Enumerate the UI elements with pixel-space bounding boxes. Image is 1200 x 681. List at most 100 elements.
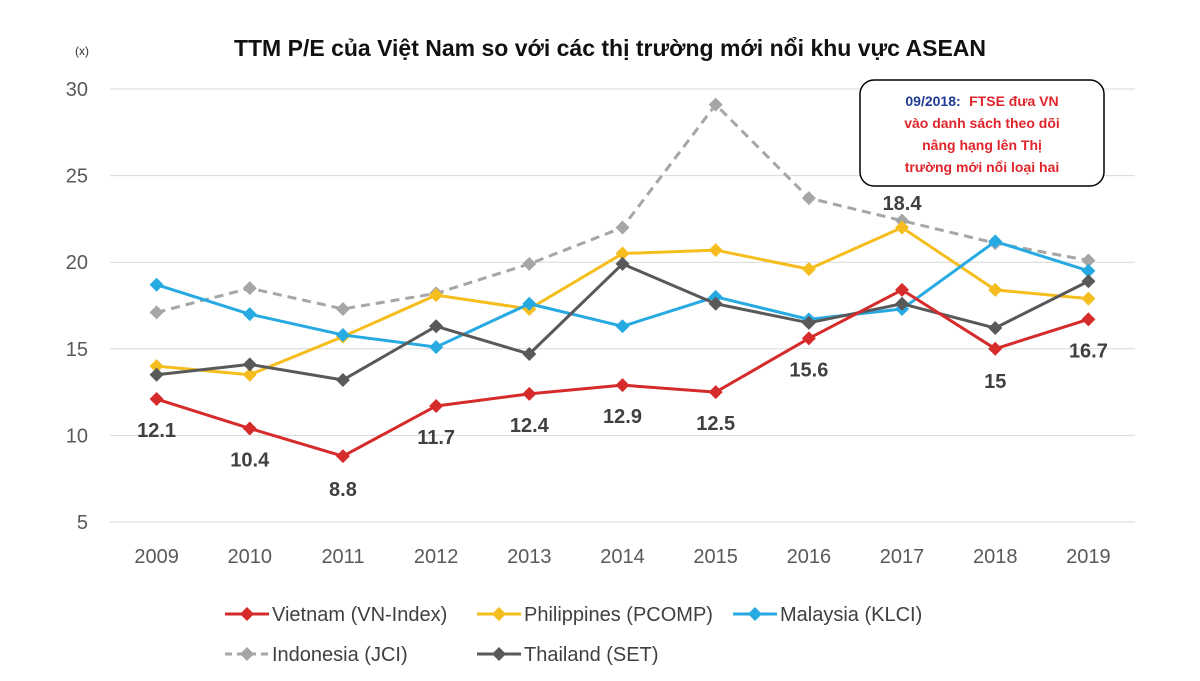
data-point	[242, 421, 257, 436]
legend-label: Philippines (PCOMP)	[524, 604, 713, 626]
legend-label: Thailand (SET)	[524, 644, 659, 666]
data-point	[429, 288, 444, 303]
data-label: 16.7	[1069, 340, 1108, 362]
data-label: 12.1	[137, 420, 176, 442]
y-tick-label: 20	[66, 252, 88, 274]
data-point	[149, 305, 164, 320]
legend: Vietnam (VN-Index) Philippines (PCOMP) Mal…	[225, 604, 922, 666]
annotation-text-3: nâng hạng lên Thị	[922, 137, 1042, 153]
data-point	[895, 296, 910, 311]
data-point	[242, 357, 257, 372]
legend-label: Vietnam (VN-Index)	[272, 604, 447, 626]
legend-item: Malaysia (KLCI)	[733, 604, 922, 626]
data-point	[801, 262, 816, 277]
data-point	[1081, 291, 1096, 306]
data-label: 12.4	[510, 415, 550, 437]
data-point	[615, 220, 630, 235]
data-point	[242, 307, 257, 322]
annotation-line-1: 09/2018: FTSE đưa VN	[905, 93, 1058, 110]
data-point	[801, 331, 816, 346]
y-tick-label: 30	[66, 79, 88, 101]
data-label: 12.5	[696, 413, 735, 435]
x-tick-label: 2018	[973, 546, 1018, 568]
data-point	[988, 321, 1003, 336]
data-point	[1081, 312, 1096, 327]
data-label: 12.9	[603, 406, 642, 428]
legend-swatch-marker	[492, 607, 506, 621]
annotation-callout: 09/2018: FTSE đưa VN vào danh sách theo …	[859, 79, 1105, 187]
data-point	[429, 398, 444, 413]
data-point	[429, 340, 444, 355]
data-point	[335, 301, 350, 316]
data-labels: 12.1 10.4 8.8 11.7 12.4 12.9 12.5 15.6 18.4 15 16.…	[137, 193, 1108, 501]
y-tick-label: 15	[66, 339, 88, 361]
data-point	[149, 367, 164, 382]
y-tick-label: 5	[77, 512, 88, 534]
series-0	[149, 282, 1096, 464]
y-axis: 5 10 15 20 25 30	[66, 79, 88, 534]
annotation-box	[859, 79, 1105, 187]
data-point	[149, 277, 164, 292]
y-tick-label: 10	[66, 425, 88, 447]
x-tick-label: 2016	[787, 546, 832, 568]
x-tick-label: 2010	[228, 546, 273, 568]
x-tick-label: 2013	[507, 546, 552, 568]
data-point	[522, 256, 537, 271]
series-1	[149, 220, 1096, 382]
y-unit-label: (x)	[75, 44, 89, 58]
data-point	[615, 256, 630, 271]
data-point	[522, 346, 537, 361]
data-point	[801, 191, 816, 206]
data-label: 8.8	[329, 479, 357, 501]
annotation-date: 09/2018:	[905, 93, 960, 109]
gridlines	[110, 88, 1135, 523]
legend-swatch-marker	[240, 647, 254, 661]
x-tick-label: 2012	[414, 546, 459, 568]
data-point	[242, 367, 257, 382]
x-tick-label: 2014	[600, 546, 645, 568]
series-3	[149, 97, 1096, 320]
data-point	[988, 282, 1003, 297]
data-point	[522, 296, 537, 311]
legend-label: Indonesia (JCI)	[272, 644, 408, 666]
annotation-text-2: vào danh sách theo dõi	[904, 115, 1060, 131]
annotation-text-4: trường mới nổi loại hai	[905, 159, 1060, 175]
data-point	[149, 359, 164, 374]
data-point	[335, 372, 350, 387]
data-point	[1081, 253, 1096, 268]
legend-label: Malaysia (KLCI)	[780, 604, 922, 626]
data-point	[988, 234, 1003, 249]
data-point	[335, 449, 350, 464]
data-point	[615, 319, 630, 334]
data-point	[895, 220, 910, 235]
series-2	[149, 234, 1096, 355]
data-point	[242, 281, 257, 296]
chart-title: TTM P/E của Việt Nam so với các thị trườ…	[234, 35, 986, 61]
legend-item: Indonesia (JCI)	[225, 644, 408, 666]
x-tick-label: 2011	[321, 546, 364, 568]
data-label: 15.6	[789, 359, 828, 381]
legend-item: Philippines (PCOMP)	[477, 604, 713, 626]
data-point	[801, 315, 816, 330]
data-label: 15	[984, 371, 1006, 393]
data-point	[1081, 263, 1096, 278]
data-point	[895, 282, 910, 297]
legend-swatch-marker	[240, 607, 254, 621]
legend-item: Vietnam (VN-Index)	[225, 604, 447, 626]
y-tick-label: 25	[66, 166, 88, 188]
data-point	[429, 319, 444, 334]
annotation-text-1: FTSE đưa VN	[969, 93, 1058, 109]
data-label: 10.4	[230, 449, 270, 471]
data-label: 11.7	[417, 427, 455, 449]
x-tick-label: 2009	[134, 546, 179, 568]
data-point	[335, 327, 350, 342]
x-axis: 2009 2010 2011 2012 2013 2014 2015 2016 2017 2018…	[134, 546, 1110, 568]
data-point	[708, 97, 723, 112]
legend-swatch-marker	[748, 607, 762, 621]
data-point	[615, 246, 630, 261]
data-point	[988, 341, 1003, 356]
data-point	[708, 243, 723, 258]
data-point	[615, 378, 630, 393]
series-4	[149, 256, 1096, 387]
